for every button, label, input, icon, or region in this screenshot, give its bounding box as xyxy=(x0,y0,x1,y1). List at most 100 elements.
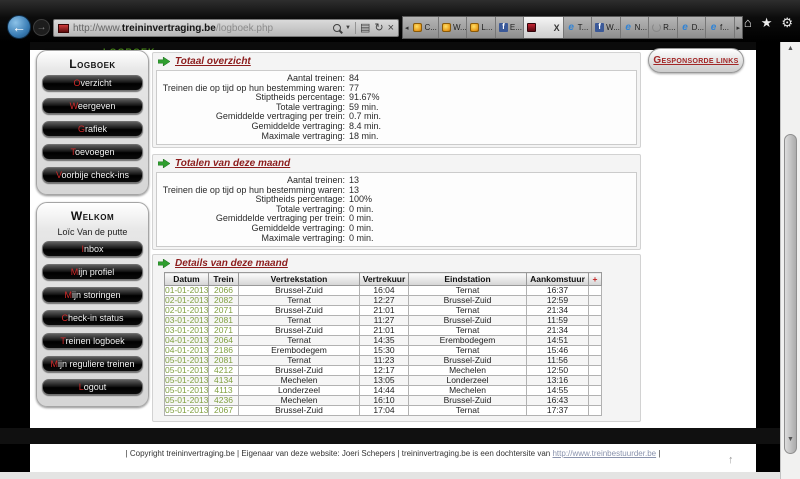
browser-tab[interactable]: e N... xyxy=(621,17,650,38)
favorites-star-icon[interactable]: ★ xyxy=(760,15,773,30)
tab-close-icon[interactable]: X xyxy=(553,22,560,33)
date-cell[interactable]: 05-01-2013 xyxy=(164,385,209,396)
cell: Ternat xyxy=(238,295,360,306)
sidebar-item-mijn-reguliere-treinen[interactable]: Mijn reguliere treinen xyxy=(42,356,143,372)
date-cell[interactable]: 05-01-2013 xyxy=(164,355,209,366)
date-cell[interactable]: 01-01-2013 xyxy=(164,285,209,296)
cell: Ternat xyxy=(408,405,527,416)
cell: Ternat xyxy=(238,355,360,366)
browser-tab[interactable]: e T... xyxy=(564,17,593,38)
item-first-letter: M xyxy=(50,359,58,369)
date-cell[interactable]: 02-01-2013 xyxy=(164,295,209,306)
item-first-letter: I xyxy=(81,244,84,254)
compatibility-view-icon[interactable]: ▤ xyxy=(359,21,371,34)
scrollbar-thumb[interactable] xyxy=(784,134,797,454)
settings-gear-icon[interactable]: ⚙ xyxy=(781,15,793,30)
date-cell[interactable]: 05-01-2013 xyxy=(164,395,209,406)
train-cell[interactable]: 4113 xyxy=(208,385,239,396)
cell: 17:37 xyxy=(526,405,589,416)
nav-item-logboek[interactable]: LOGBOEK xyxy=(103,47,156,50)
sidebar-item-mijn-profiel[interactable]: Mijn profiel xyxy=(42,264,143,280)
date-cell[interactable]: 04-01-2013 xyxy=(164,335,209,346)
sponsored-links-button[interactable]: GESPONSORDE LINKS xyxy=(648,48,744,73)
treinbestuurder-link[interactable]: http://www.treinbestuurder.be xyxy=(552,449,657,458)
refresh-icon[interactable]: ↻ xyxy=(374,21,384,34)
empty-cell xyxy=(588,365,602,376)
tab-scroll-left-icon[interactable]: ◂ xyxy=(404,24,409,32)
forward-button[interactable]: → xyxy=(33,19,50,36)
date-cell[interactable]: 03-01-2013 xyxy=(164,325,209,336)
browser-tab[interactable]: R... xyxy=(649,17,678,38)
table-row: 05-01-2013 4113 Londerzeel 14:44 Mechelen 14:… xyxy=(164,385,602,396)
back-button[interactable]: ← xyxy=(7,15,31,39)
browser-tab[interactable]: L... xyxy=(467,17,496,38)
browser-tab[interactable]: W... xyxy=(439,17,468,38)
train-cell[interactable]: 2082 xyxy=(208,295,239,306)
browser-tab[interactable]: C... xyxy=(410,17,439,38)
date-cell[interactable]: 05-01-2013 xyxy=(164,365,209,376)
sidebar-item-check-in-status[interactable]: Check-in status xyxy=(42,310,143,326)
train-cell[interactable]: 2071 xyxy=(208,305,239,316)
top-nav: LOGBOEK xyxy=(30,42,756,50)
date-cell[interactable]: 02-01-2013 xyxy=(164,305,209,316)
sidebar-item-overzicht[interactable]: Overzicht xyxy=(42,75,143,91)
browser-tab[interactable]: e f... xyxy=(706,17,735,38)
train-cell[interactable]: 2067 xyxy=(208,405,239,416)
search-dropdown-caret-icon[interactable]: ▼ xyxy=(344,25,351,31)
site-icon xyxy=(527,23,537,32)
browser-tab[interactable]: f W... xyxy=(592,17,621,38)
train-cell[interactable]: 2066 xyxy=(208,285,239,296)
tab-label: f... xyxy=(720,23,729,32)
tab-scroll-right-icon[interactable]: ▸ xyxy=(736,24,741,32)
train-cell[interactable]: 2064 xyxy=(208,335,239,346)
cell: 14:44 xyxy=(359,385,409,396)
sidebar-item-logout[interactable]: Logout xyxy=(42,379,143,395)
sidebar-item-treinen-logboek[interactable]: Treinen logboek xyxy=(42,333,143,349)
address-bar[interactable]: http://www.treininvertraging.be/logboek.… xyxy=(53,19,399,37)
add-entry-column-header[interactable]: + xyxy=(588,272,602,286)
footer: | Copyright treininvertraging.be | Eigen… xyxy=(30,444,756,472)
item-first-letter: W xyxy=(69,101,78,111)
copyright-text-end: | xyxy=(656,449,661,458)
stat-value: 0.7 min. xyxy=(349,111,382,122)
date-cell[interactable]: 03-01-2013 xyxy=(164,315,209,326)
sidebar-item-grafiek[interactable]: Grafiek xyxy=(42,121,143,137)
train-cell[interactable]: 2081 xyxy=(208,355,239,366)
sidebar-item-inbox[interactable]: Inbox xyxy=(42,241,143,257)
date-cell[interactable]: 05-01-2013 xyxy=(164,405,209,416)
stat-row: Totale vertraging: 59 min. xyxy=(157,102,636,113)
sidebar-item-weergeven[interactable]: Weergeven xyxy=(42,98,143,114)
totaal-overzicht-link[interactable]: Totaal overzicht xyxy=(175,56,251,67)
address-bar-controls: ▼ ▤ ↻ × xyxy=(332,21,394,34)
train-cell[interactable]: 4212 xyxy=(208,365,239,376)
browser-tab[interactable]: f E... xyxy=(496,17,525,38)
url-text: http://www.treininvertraging.be/logboek.… xyxy=(73,23,333,34)
scrollbar-down-arrow-icon[interactable]: ▼ xyxy=(787,436,794,443)
title-cap: G xyxy=(653,55,662,66)
sidebar-item-toevoegen[interactable]: Toevoegen xyxy=(42,144,143,160)
train-cell[interactable]: 4236 xyxy=(208,395,239,406)
scrollbar-up-arrow-icon[interactable]: ▲ xyxy=(787,45,794,52)
details-maand-link[interactable]: Details van deze maand xyxy=(175,258,288,269)
train-cell[interactable]: 2186 xyxy=(208,345,239,356)
train-cell[interactable]: 2071 xyxy=(208,325,239,336)
sidebar-item-voorbije-check-ins[interactable]: Voorbije check-ins xyxy=(42,167,143,183)
empty-cell xyxy=(588,305,602,316)
stat-row: Gemiddelde vertraging: 0 min. xyxy=(157,223,636,234)
stop-icon[interactable]: × xyxy=(387,21,394,34)
date-cell[interactable]: 05-01-2013 xyxy=(164,375,209,386)
cell: 14:35 xyxy=(359,335,409,346)
date-cell[interactable]: 04-01-2013 xyxy=(164,345,209,356)
totalen-maand-link[interactable]: Totalen van deze maand xyxy=(175,158,291,169)
scrollbar[interactable]: ▲ ▼ xyxy=(780,42,800,479)
search-icon[interactable] xyxy=(332,24,341,32)
sidebar-item-mijn-storingen[interactable]: Mijn storingen xyxy=(42,287,143,303)
browser-tab[interactable]: e D... xyxy=(678,17,707,38)
scroll-to-top-arrow-icon[interactable]: ↑ xyxy=(728,454,734,466)
browser-tab[interactable]: X xyxy=(524,17,564,38)
train-cell[interactable]: 2081 xyxy=(208,315,239,326)
item-label-rest: ijn storingen xyxy=(71,290,121,300)
train-cell[interactable]: 4134 xyxy=(208,375,239,386)
stat-label: Maximale vertraging: xyxy=(261,232,345,243)
home-icon[interactable]: ⌂ xyxy=(743,15,752,30)
